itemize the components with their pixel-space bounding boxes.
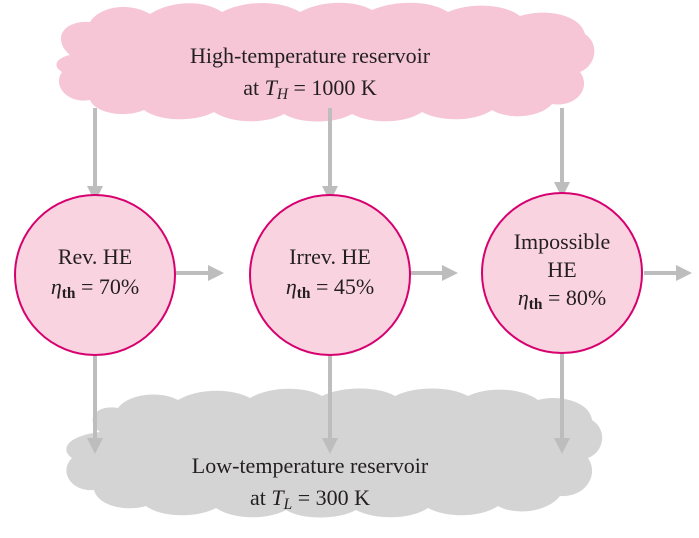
engine-efficiency-rev: ηth = 70% <box>50 274 140 302</box>
low-reservoir-temperature: at TL = 300 K <box>250 485 370 513</box>
high-reservoir-temperature: at TH = 1000 K <box>243 75 377 103</box>
engine-circle-impossible <box>481 192 643 354</box>
engine-name-rev: Rev. HE <box>57 244 133 269</box>
high-reservoir-title: High-temperature reservoir <box>189 43 431 68</box>
high-temperature-reservoir-cloud <box>56 2 595 122</box>
engine-efficiency-impossible: ηth = 80% <box>517 285 607 313</box>
engine-efficiency-irrev: ηth = 45% <box>285 274 375 302</box>
engine-circle-rev <box>14 194 176 356</box>
low-reservoir-label: Low-temperature reservoir at TL = 300 K <box>160 450 460 521</box>
engine-label-impossible: Impossible HE ηth = 80% <box>492 228 632 319</box>
engine-label-irrev: Irrev. HE ηth = 45% <box>260 242 400 309</box>
engine-name-impossible-line2: HE <box>547 257 577 282</box>
engine-label-rev: Rev. HE ηth = 70% <box>25 242 165 309</box>
high-reservoir-label: High-temperature reservoir at TH = 1000 … <box>160 40 460 111</box>
engine-name-irrev: Irrev. HE <box>289 244 371 269</box>
low-reservoir-title: Low-temperature reservoir <box>191 453 429 478</box>
engine-name-impossible-line1: Impossible <box>513 229 611 254</box>
engine-circle-irrev <box>249 194 411 356</box>
